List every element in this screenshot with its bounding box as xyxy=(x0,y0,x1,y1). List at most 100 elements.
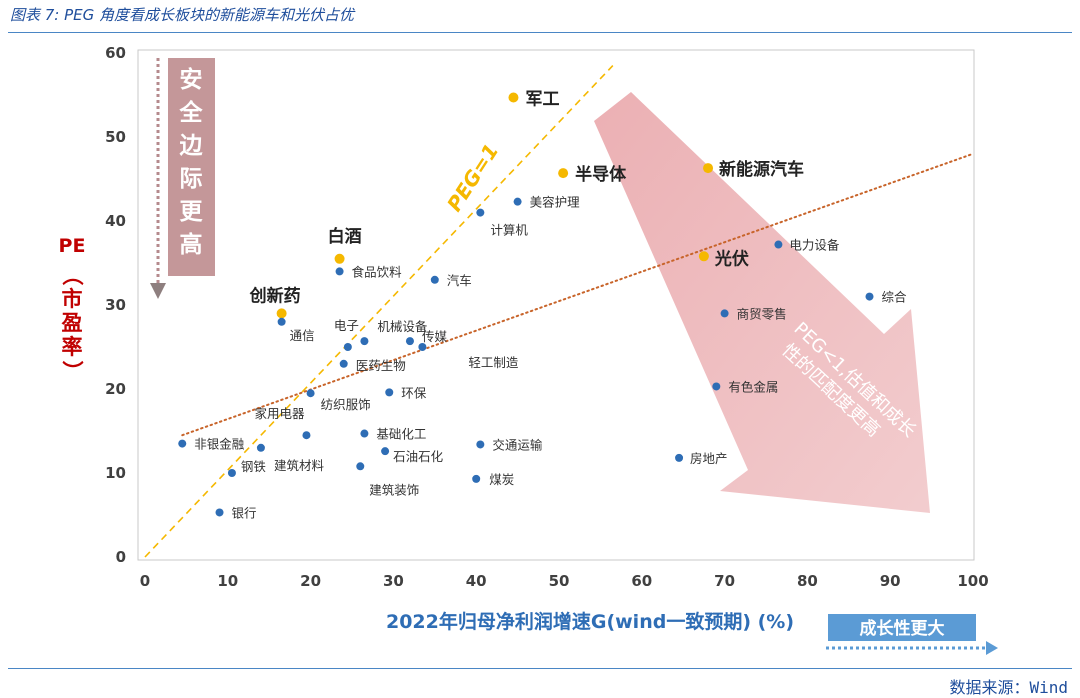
growth-box xyxy=(828,614,976,641)
point-sector xyxy=(178,439,187,448)
y-tick-label: 30 xyxy=(105,296,126,314)
point-label: 房地产 xyxy=(690,451,728,466)
point-sector xyxy=(256,443,265,452)
point-sector xyxy=(343,343,352,351)
point-label: 纺织服饰 xyxy=(321,397,371,412)
x-tick-label: 10 xyxy=(217,572,238,590)
peg1-label: PEG=1 xyxy=(442,139,503,215)
point-sector xyxy=(405,337,414,346)
point-sector xyxy=(720,309,729,318)
point-label: 美容护理 xyxy=(530,195,581,210)
safety-label-char: 高 xyxy=(180,231,203,258)
point-sector xyxy=(385,388,394,397)
point-label: 煤炭 xyxy=(489,472,514,487)
point-label: 军工 xyxy=(525,90,559,110)
point-sector xyxy=(302,431,311,440)
peg-lt1-arrow xyxy=(594,92,930,513)
point-label: 电力设备 xyxy=(789,238,840,253)
y-tick-label: 50 xyxy=(105,128,126,146)
point-sector xyxy=(513,197,522,206)
point-sector xyxy=(306,389,315,398)
point-label: 医药生物 xyxy=(356,358,406,373)
y-axis-label-char: ） xyxy=(60,361,84,382)
safety-box xyxy=(168,58,215,276)
y-axis-label-char: 率 xyxy=(62,335,83,359)
point-label: 商贸零售 xyxy=(737,306,787,321)
y-axis-label-char: （ xyxy=(60,265,84,286)
y-axis-label-char: 盈 xyxy=(61,311,83,335)
plot-frame xyxy=(137,49,975,561)
point-highlight xyxy=(703,163,714,174)
point-label: 半导体 xyxy=(575,164,627,185)
safety-label-char: 际 xyxy=(180,166,203,192)
safety-label-char: 边 xyxy=(180,133,204,159)
point-label: 交通运输 xyxy=(492,437,543,452)
point-label: 建筑材料 xyxy=(274,458,325,473)
bottom-divider xyxy=(8,668,1072,669)
point-sector xyxy=(476,208,485,217)
point-sector xyxy=(712,382,721,391)
point-sector xyxy=(675,453,684,462)
y-tick-label: 10 xyxy=(105,464,126,482)
x-tick-label: 90 xyxy=(880,572,901,590)
point-label: 光伏 xyxy=(714,248,749,269)
point-label: 电子 xyxy=(334,318,359,333)
point-label: 环保 xyxy=(401,385,427,400)
point-label: 传媒 xyxy=(422,329,448,344)
point-highlight xyxy=(558,168,569,179)
point-label: 石油石化 xyxy=(393,449,444,464)
peg1-line xyxy=(144,65,614,558)
top-divider xyxy=(8,32,1072,33)
point-label: 食品饮料 xyxy=(352,264,403,279)
point-label: 新能源汽车 xyxy=(719,159,804,180)
point-highlight xyxy=(276,308,287,319)
point-label: 机械设备 xyxy=(377,319,428,334)
safety-label-char: 全 xyxy=(179,99,204,126)
point-sector xyxy=(430,275,439,284)
point-sector xyxy=(472,474,481,483)
growth-arrow-head xyxy=(986,641,998,655)
figure-title: 图表 7: PEG 角度看成长板块的新能源车和光伏占优 xyxy=(10,6,355,24)
y-axis-label-top: PE xyxy=(59,235,86,257)
point-label: 基础化工 xyxy=(376,427,426,442)
point-label: 通信 xyxy=(290,328,315,343)
x-tick-label: 40 xyxy=(466,572,487,590)
point-label: 创新药 xyxy=(249,285,301,306)
x-tick-label: 50 xyxy=(549,572,570,590)
point-sector xyxy=(865,292,874,301)
point-sector xyxy=(774,240,783,249)
point-label: 轻工制造 xyxy=(468,355,519,370)
y-tick-label: 40 xyxy=(105,212,126,230)
point-highlight xyxy=(508,92,519,103)
x-tick-label: 30 xyxy=(383,572,404,590)
point-sector xyxy=(360,337,369,346)
x-tick-label: 80 xyxy=(797,572,818,590)
safety-label-char: 更 xyxy=(180,199,204,225)
x-tick-label: 70 xyxy=(714,572,735,590)
point-sector xyxy=(335,267,344,276)
y-tick-label: 20 xyxy=(105,380,126,398)
point-sector xyxy=(360,429,369,438)
x-tick-label: 60 xyxy=(631,572,652,590)
growth-label: 成长性更大 xyxy=(860,618,945,639)
safety-label-char: 安 xyxy=(180,66,203,93)
point-label: 银行 xyxy=(232,505,257,520)
point-sector xyxy=(277,317,286,326)
point-label: 家用电器 xyxy=(254,406,305,421)
source-note: 数据来源：Wind xyxy=(949,678,1068,697)
y-tick-label: 60 xyxy=(105,44,126,62)
point-sector xyxy=(356,462,365,471)
point-label: 建筑装饰 xyxy=(369,482,419,497)
x-tick-label: 20 xyxy=(300,572,321,590)
point-label: 非银金融 xyxy=(194,437,245,452)
point-sector xyxy=(476,440,485,449)
point-label: 综合 xyxy=(882,290,908,305)
point-sector xyxy=(418,343,427,351)
point-highlight xyxy=(334,253,345,264)
point-label: 钢铁 xyxy=(241,459,267,474)
point-sector xyxy=(381,447,390,456)
y-tick-label: 0 xyxy=(116,548,126,566)
x-axis-label: 2022年归母净利润增速G(wind一致预期) (%) xyxy=(386,610,794,633)
point-sector xyxy=(339,359,348,368)
